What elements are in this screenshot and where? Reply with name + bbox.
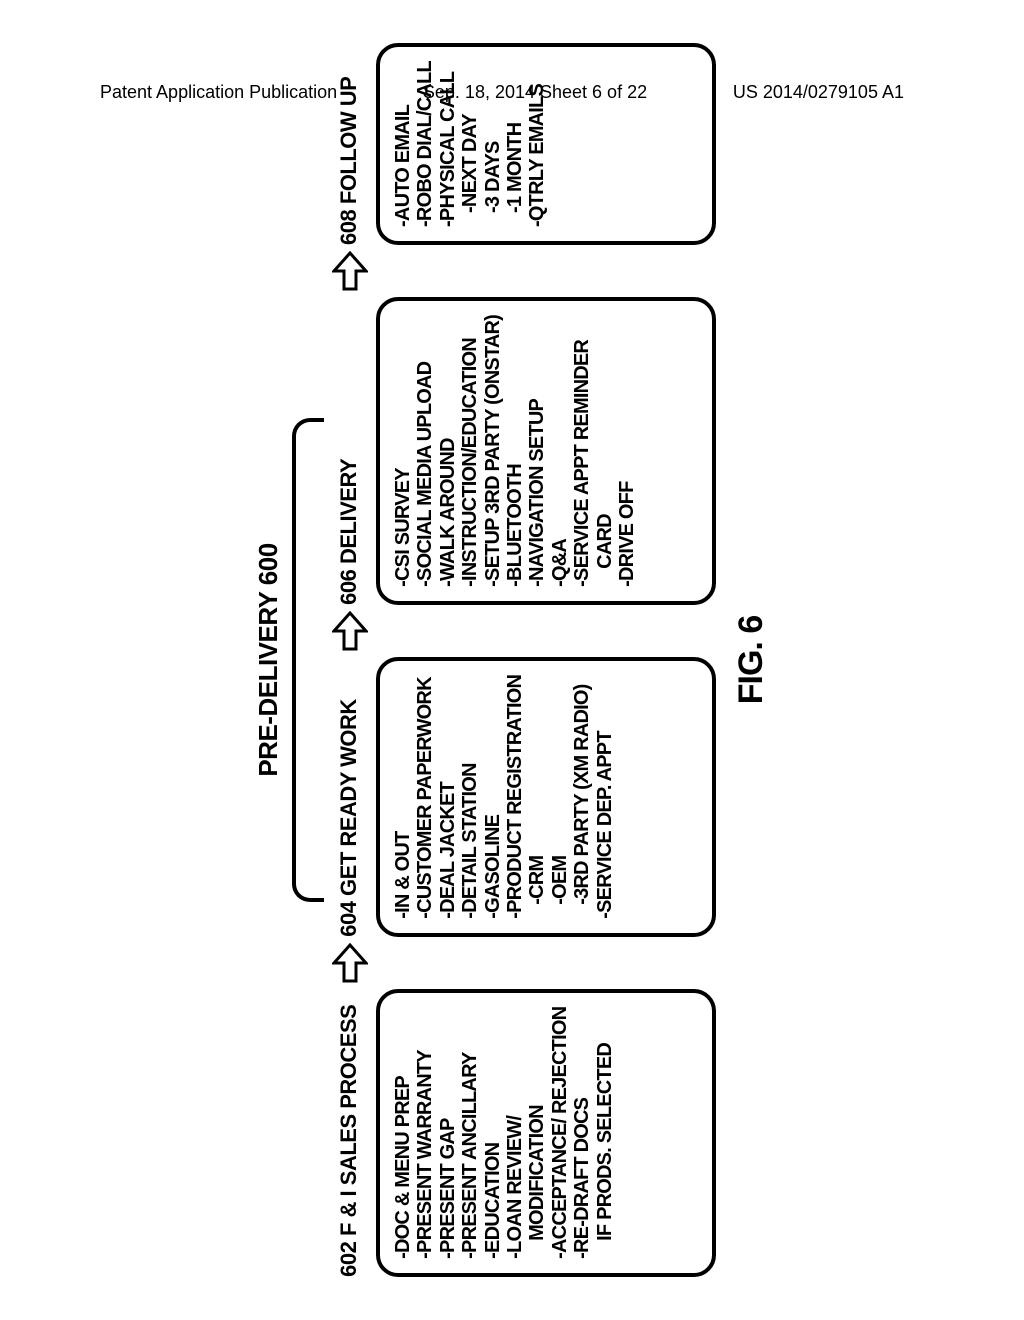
list-item: -Q&A — [549, 315, 571, 587]
list-item: -DEAL JACKET — [437, 675, 459, 919]
list-item: MODIFICATION — [526, 1007, 548, 1259]
list-item: -CSI SURVEY — [392, 315, 414, 587]
list-item: IF PRODS. SELECTED — [594, 1007, 616, 1259]
list-item: -QTRLY EMAILS — [526, 61, 548, 227]
arrow-icon — [332, 251, 368, 291]
box-0: -DOC & MENU PREP-PRESENT WARRANTY-PRESEN… — [376, 989, 716, 1277]
col-0: 602 F & I SALES PROCESS -DOC & MENU PREP… — [324, 989, 716, 1277]
box-2: -CSI SURVEY-SOCIAL MEDIA UPLOAD-WALK ARO… — [376, 297, 716, 605]
list-item: -SERVICE DEP. APPT — [594, 675, 616, 919]
tab-frame — [292, 418, 324, 903]
list-item: -3 DAYS — [482, 61, 504, 227]
list-item: -LOAN REVIEW/ — [504, 1007, 526, 1259]
col-title: 606 DELIVERY — [336, 459, 362, 605]
header-left: Patent Application Publication — [100, 82, 337, 103]
list-item: -CRM — [526, 675, 548, 919]
list-item: CARD — [594, 315, 616, 587]
list-item: -INSTRUCTION/EDUCATION — [459, 315, 481, 587]
list-item: -BLUETOOTH — [504, 315, 526, 587]
col-title: 602 F & I SALES PROCESS — [336, 1005, 362, 1277]
figure-top-label: PRE-DELIVERY 600 — [253, 155, 284, 1165]
arrow-icon — [332, 943, 368, 983]
list-item: -NEXT DAY — [459, 61, 481, 227]
flow-row: 602 F & I SALES PROCESS -DOC & MENU PREP… — [324, 155, 716, 1165]
list-item: -PHYSICAL CALL — [437, 61, 459, 227]
list-item: -PRESENT WARRANTY — [414, 1007, 436, 1259]
col-1: 604 GET READY WORK -IN & OUT-CUSTOMER PA… — [324, 657, 716, 937]
list-item: -DETAIL STATION — [459, 675, 481, 919]
list-1: -IN & OUT-CUSTOMER PAPERWORK-DEAL JACKET… — [392, 675, 616, 919]
list-item: -SERVICE APPT REMINDER — [571, 315, 593, 587]
list-item: -DRIVE OFF — [616, 315, 638, 587]
col-3: 608 FOLLOW UP -AUTO EMAIL-ROBO DIAL/CALL… — [324, 43, 716, 245]
box-3: -AUTO EMAIL-ROBO DIAL/CALL-PHYSICAL CALL… — [376, 43, 716, 245]
col-2: 606 DELIVERY -CSI SURVEY-SOCIAL MEDIA UP… — [324, 297, 716, 605]
list-item: -RE-DRAFT DOCS — [571, 1007, 593, 1259]
list-item: -CUSTOMER PAPERWORK — [414, 675, 436, 919]
list-3: -AUTO EMAIL-ROBO DIAL/CALL-PHYSICAL CALL… — [392, 61, 549, 227]
list-item: -1 MONTH — [504, 61, 526, 227]
list-item: -SETUP 3RD PARTY (ONSTAR) — [482, 315, 504, 587]
col-title: 604 GET READY WORK — [336, 699, 362, 937]
list-item: -PRESENT ANCILLARY — [459, 1007, 481, 1259]
list-item: -ROBO DIAL/CALL — [414, 61, 436, 227]
list-0: -DOC & MENU PREP-PRESENT WARRANTY-PRESEN… — [392, 1007, 616, 1259]
list-item: -3RD PARTY (XM RADIO) — [571, 675, 593, 919]
list-item: -EDUCATION — [482, 1007, 504, 1259]
list-item: -PRESENT GAP — [437, 1007, 459, 1259]
col-title: 608 FOLLOW UP — [336, 77, 362, 245]
arrow-icon — [332, 611, 368, 651]
list-2: -CSI SURVEY-SOCIAL MEDIA UPLOAD-WALK ARO… — [392, 315, 638, 587]
list-item: -AUTO EMAIL — [392, 61, 414, 227]
list-item: -ACCEPTANCE/ REJECTION — [549, 1007, 571, 1259]
list-item: -PRODUCT REGISTRATION — [504, 675, 526, 919]
list-item: -IN & OUT — [392, 675, 414, 919]
box-1: -IN & OUT-CUSTOMER PAPERWORK-DEAL JACKET… — [376, 657, 716, 937]
list-item: -NAVIGATION SETUP — [526, 315, 548, 587]
list-item: -DOC & MENU PREP — [392, 1007, 414, 1259]
header-right: US 2014/0279105 A1 — [733, 82, 904, 103]
list-item: -WALK AROUND — [437, 315, 459, 587]
figure: PRE-DELIVERY 600 602 F & I SALES PROCESS… — [253, 155, 771, 1165]
list-item: -OEM — [549, 675, 571, 919]
list-item: -SOCIAL MEDIA UPLOAD — [414, 315, 436, 587]
figure-caption: FIG. 6 — [732, 155, 771, 1165]
list-item: -GASOLINE — [482, 675, 504, 919]
